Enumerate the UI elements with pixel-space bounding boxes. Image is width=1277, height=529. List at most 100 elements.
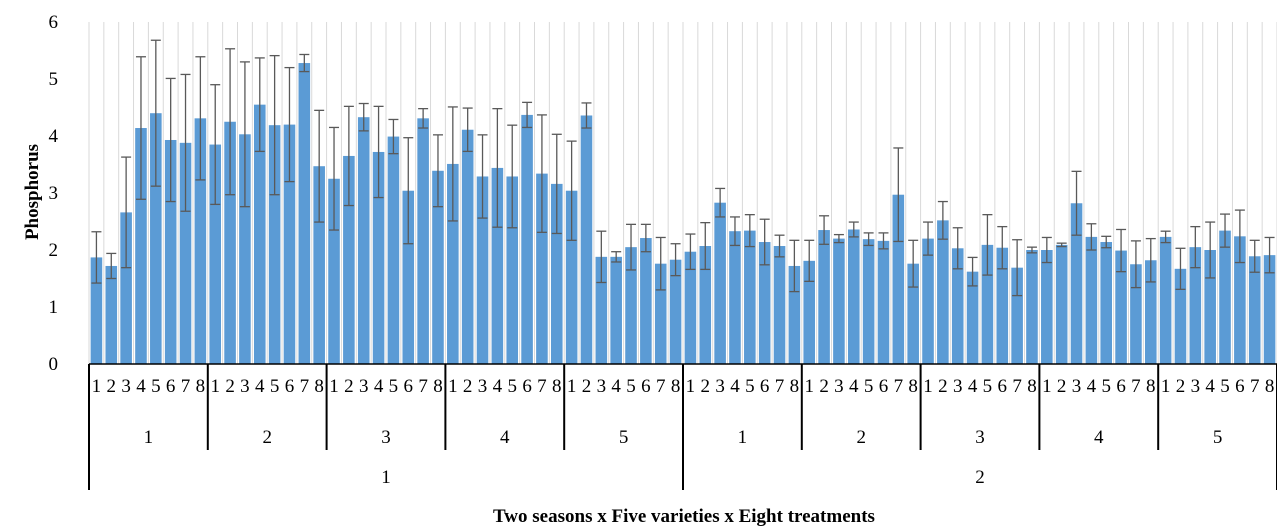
- x-tick-label-treatment: 4: [374, 376, 384, 397]
- bar: [209, 144, 222, 364]
- bar: [669, 259, 682, 364]
- bar: [1263, 255, 1276, 364]
- x-tick-label-treatment: 5: [1220, 376, 1230, 397]
- bar: [744, 230, 756, 364]
- bar: [417, 118, 429, 364]
- x-tick-label-treatment: 7: [1250, 376, 1260, 397]
- bar: [937, 220, 949, 364]
- x-tick-label-treatment: 6: [641, 376, 651, 397]
- bar: [506, 176, 519, 364]
- x-tick-label-treatment: 2: [344, 376, 354, 397]
- bar: [536, 173, 548, 364]
- x-tick-label-treatment: 5: [270, 376, 280, 397]
- x-tick-label-treatment: 2: [582, 376, 592, 397]
- bar: [640, 238, 652, 364]
- x-tick-label-treatment: 8: [1146, 376, 1156, 397]
- x-tick-label-treatment: 4: [849, 376, 859, 397]
- y-tick-label: 1: [49, 297, 59, 318]
- x-tick-label-treatment: 5: [1101, 376, 1111, 397]
- bar: [714, 202, 726, 364]
- x-tick-label-treatment: 1: [448, 376, 458, 397]
- bar: [357, 117, 370, 364]
- x-tick-label-treatment: 5: [151, 376, 161, 397]
- bar: [1055, 244, 1068, 364]
- bar: [892, 194, 905, 364]
- x-tick-label-treatment: 3: [478, 376, 488, 397]
- x-tick-label-season: 1: [381, 467, 391, 488]
- x-tick-label-treatment: 7: [775, 376, 785, 397]
- x-tick-label-treatment: 3: [1191, 376, 1201, 397]
- x-tick-label-treatment: 7: [1012, 376, 1022, 397]
- x-tick-label-treatment: 4: [1205, 376, 1215, 397]
- x-tick-label-treatment: 5: [389, 376, 399, 397]
- bar: [951, 248, 964, 364]
- x-axis-title: Two seasons x Five varieties x Eight tre…: [493, 506, 875, 527]
- x-tick-label-treatment: 3: [953, 376, 963, 397]
- bar: [907, 263, 919, 364]
- bar: [268, 125, 281, 364]
- bar: [135, 128, 147, 364]
- x-tick-label-treatment: 4: [611, 376, 621, 397]
- x-tick-label-treatment: 2: [938, 376, 948, 397]
- bar: [253, 104, 266, 365]
- bar: [491, 167, 504, 364]
- x-tick-label-season: 2: [975, 467, 985, 488]
- x-tick-label-treatment: 1: [804, 376, 814, 397]
- y-axis: 0 1 2 3 4 5 6: [49, 12, 59, 375]
- x-tick-label-treatment: 7: [418, 376, 428, 397]
- bar: [788, 265, 801, 364]
- bar: [1234, 236, 1246, 364]
- x-tick-label-treatment: 6: [879, 376, 889, 397]
- bar: [150, 113, 162, 364]
- x-tick-label-treatment: 3: [597, 376, 607, 397]
- x-tick-label-treatment: 6: [404, 376, 414, 397]
- bar: [818, 230, 830, 364]
- x-tick-label-treatment: 5: [626, 376, 636, 397]
- x-tick-label-treatment: 1: [1042, 376, 1052, 397]
- bar: [461, 129, 474, 364]
- bar: [1026, 250, 1038, 364]
- error-bars: [91, 39, 1275, 297]
- y-tick-label: 0: [49, 354, 59, 375]
- x-tick-label-treatment: 8: [552, 376, 562, 397]
- bar: [1159, 236, 1172, 364]
- x-tick-label-treatment: 5: [864, 376, 874, 397]
- y-axis-title: Phosphorus: [22, 144, 43, 240]
- x-tick-label-treatment: 8: [196, 376, 206, 397]
- bar: [1204, 250, 1216, 364]
- x-tick-label-variety: 1: [738, 427, 748, 448]
- x-tick-label-treatment: 2: [1057, 376, 1067, 397]
- x-tick-label-treatment: 1: [567, 376, 577, 397]
- bar: [1174, 268, 1187, 364]
- y-tick-label: 2: [49, 240, 59, 261]
- bar: [684, 251, 697, 364]
- bars: [90, 63, 1276, 365]
- bar: [981, 244, 994, 364]
- x-tick-label-treatment: 8: [790, 376, 800, 397]
- bar: [1115, 250, 1127, 364]
- bar: [729, 231, 741, 364]
- x-tick-label-treatment: 8: [314, 376, 324, 397]
- bar: [120, 212, 132, 364]
- x-tick-label-treatment: 3: [240, 376, 250, 397]
- x-tick-label-treatment: 4: [968, 376, 978, 397]
- x-tick-label-treatment: 1: [923, 376, 933, 397]
- x-tick-label-treatment: 5: [745, 376, 755, 397]
- bar: [90, 257, 103, 364]
- x-tick-label-treatment: 6: [1235, 376, 1245, 397]
- bar: [580, 115, 593, 364]
- x-tick-label-treatment: 4: [1087, 376, 1097, 397]
- bar: [1011, 267, 1023, 364]
- bar: [164, 139, 177, 364]
- bar: [387, 136, 400, 364]
- x-tick-label-treatment: 4: [255, 376, 265, 397]
- x-tick-label-variety: 4: [500, 427, 510, 448]
- x-tick-label-treatment: 6: [285, 376, 295, 397]
- bar: [313, 166, 325, 364]
- bar: [1085, 236, 1098, 364]
- bar: [610, 256, 622, 364]
- x-tick-label-treatment: 8: [1027, 376, 1037, 397]
- bar: [343, 155, 355, 364]
- x-tick-label-variety: 2: [262, 427, 272, 448]
- bar: [595, 256, 608, 364]
